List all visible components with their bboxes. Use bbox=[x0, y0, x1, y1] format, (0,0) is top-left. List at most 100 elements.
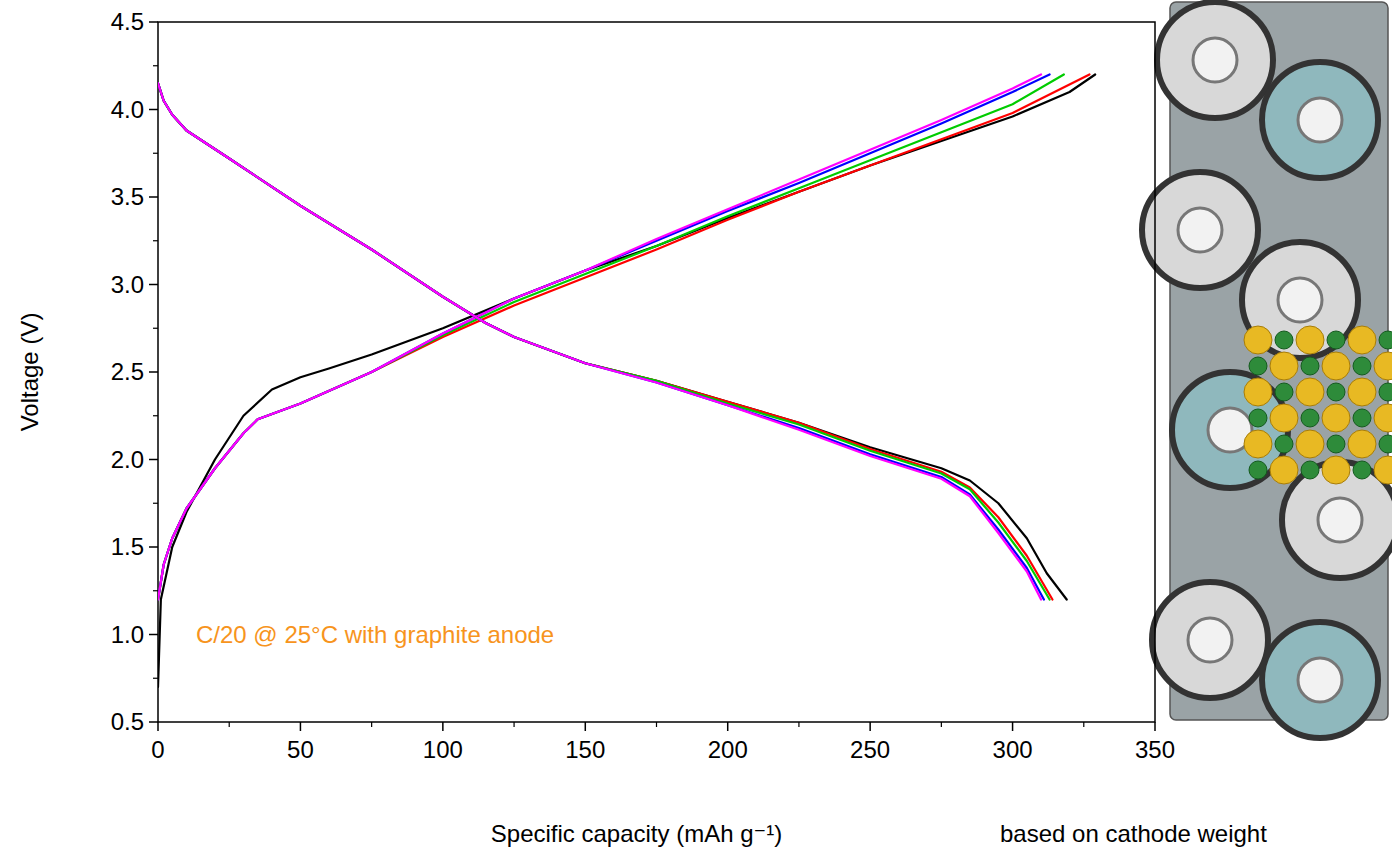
y-tick bbox=[149, 21, 158, 23]
x-tick-label: 100 bbox=[423, 736, 463, 763]
capacity-curve bbox=[158, 75, 1050, 600]
cover-battery bbox=[1242, 242, 1358, 358]
cover-atom bbox=[1270, 352, 1298, 380]
cover-atom bbox=[1244, 326, 1272, 354]
cover-atom bbox=[1296, 326, 1324, 354]
y-tick-label: 3.0 bbox=[111, 271, 144, 298]
x-tick bbox=[727, 722, 729, 731]
x-tick bbox=[157, 722, 159, 731]
cover-battery bbox=[1142, 172, 1258, 288]
cover-battery bbox=[1262, 62, 1378, 178]
cover-battery bbox=[1157, 2, 1273, 118]
x-tick-label: 0 bbox=[151, 736, 164, 763]
cover-atom bbox=[1296, 378, 1324, 406]
x-tick-label: 300 bbox=[993, 736, 1033, 763]
x-tick bbox=[1154, 722, 1156, 731]
x-tick bbox=[442, 722, 444, 731]
cover-atom bbox=[1353, 357, 1371, 375]
y-tick bbox=[149, 284, 158, 286]
y-tick bbox=[149, 196, 158, 198]
y-minor-tick bbox=[153, 65, 158, 66]
x-tick-label: 200 bbox=[708, 736, 748, 763]
cover-battery-cap bbox=[1188, 618, 1232, 662]
y-tick-label: 4.5 bbox=[111, 8, 144, 35]
cover-atom bbox=[1275, 331, 1293, 349]
x-tick-label: 150 bbox=[565, 736, 605, 763]
cover-battery bbox=[1262, 622, 1378, 738]
x-minor-tick bbox=[229, 722, 230, 727]
y-tick bbox=[149, 109, 158, 111]
chart: 0501001502002503003500.51.01.52.02.53.03… bbox=[0, 0, 1392, 857]
cover-atom bbox=[1322, 404, 1350, 432]
cover-atom bbox=[1270, 456, 1298, 484]
y-tick-label: 3.5 bbox=[111, 183, 144, 210]
cover-atom bbox=[1249, 409, 1267, 427]
cover-atom bbox=[1374, 352, 1392, 380]
capacity-curve bbox=[158, 83, 1067, 599]
y-axis-title: Voltage (V) bbox=[16, 313, 43, 432]
cover-atom bbox=[1348, 326, 1376, 354]
x-tick-label: 250 bbox=[850, 736, 890, 763]
x-tick bbox=[300, 722, 302, 731]
y-minor-tick bbox=[153, 328, 158, 329]
y-minor-tick bbox=[153, 415, 158, 416]
y-tick-label: 1.0 bbox=[111, 621, 144, 648]
cover-battery-cap bbox=[1193, 38, 1237, 82]
cover-atom bbox=[1249, 461, 1267, 479]
cover-atom bbox=[1348, 430, 1376, 458]
y-minor-tick bbox=[153, 503, 158, 504]
capacity-curve bbox=[158, 75, 1095, 688]
y-tick bbox=[149, 546, 158, 548]
cover-battery-cap bbox=[1318, 498, 1362, 542]
capacity-curve bbox=[158, 75, 1064, 600]
cover-atom bbox=[1275, 383, 1293, 401]
cover-atom bbox=[1244, 378, 1272, 406]
x-minor-tick bbox=[656, 722, 657, 727]
capacity-curve bbox=[158, 75, 1041, 600]
cover-atom bbox=[1322, 456, 1350, 484]
x-minor-tick bbox=[371, 722, 372, 727]
cover-atom bbox=[1327, 383, 1345, 401]
cover-battery-cap bbox=[1298, 98, 1342, 142]
basis-annotation: based on cathode weight bbox=[1000, 820, 1267, 847]
cover-atom bbox=[1301, 409, 1319, 427]
cover-atom bbox=[1374, 456, 1392, 484]
y-minor-tick bbox=[153, 240, 158, 241]
cover-atom bbox=[1244, 430, 1272, 458]
x-minor-tick bbox=[513, 722, 514, 727]
y-tick-label: 4.0 bbox=[111, 96, 144, 123]
capacity-curve bbox=[158, 83, 1050, 599]
cover-battery bbox=[1152, 582, 1268, 698]
cover-atom bbox=[1301, 357, 1319, 375]
y-tick-label: 2.5 bbox=[111, 358, 144, 385]
cover-atom bbox=[1270, 404, 1298, 432]
cover-atom bbox=[1327, 331, 1345, 349]
cover-atom bbox=[1348, 378, 1376, 406]
x-minor-tick bbox=[1083, 722, 1084, 727]
capacity-curve bbox=[158, 75, 1089, 600]
cover-atom bbox=[1353, 461, 1371, 479]
journal-cover bbox=[1142, 2, 1392, 738]
plot-frame bbox=[158, 22, 1155, 722]
capacity-curve bbox=[158, 83, 1052, 599]
y-tick bbox=[149, 459, 158, 461]
cover-battery-cap bbox=[1178, 208, 1222, 252]
cover-atom bbox=[1322, 352, 1350, 380]
x-tick-label: 350 bbox=[1135, 736, 1175, 763]
cover-atom bbox=[1374, 404, 1392, 432]
y-tick bbox=[149, 634, 158, 636]
cover-atom bbox=[1301, 461, 1319, 479]
y-tick-label: 0.5 bbox=[111, 708, 144, 735]
cover-atom bbox=[1296, 430, 1324, 458]
x-tick bbox=[585, 722, 587, 731]
x-minor-tick bbox=[941, 722, 942, 727]
cover-battery-cap bbox=[1278, 278, 1322, 322]
x-tick bbox=[869, 722, 871, 731]
capacity-curve bbox=[158, 83, 1044, 599]
cover-atom bbox=[1353, 409, 1371, 427]
capacity-curve bbox=[158, 83, 1041, 599]
x-axis-title: Specific capacity (mAh g⁻¹) bbox=[491, 820, 782, 847]
y-tick bbox=[149, 371, 158, 373]
series-group bbox=[158, 75, 1095, 688]
cover-atom bbox=[1379, 383, 1392, 401]
